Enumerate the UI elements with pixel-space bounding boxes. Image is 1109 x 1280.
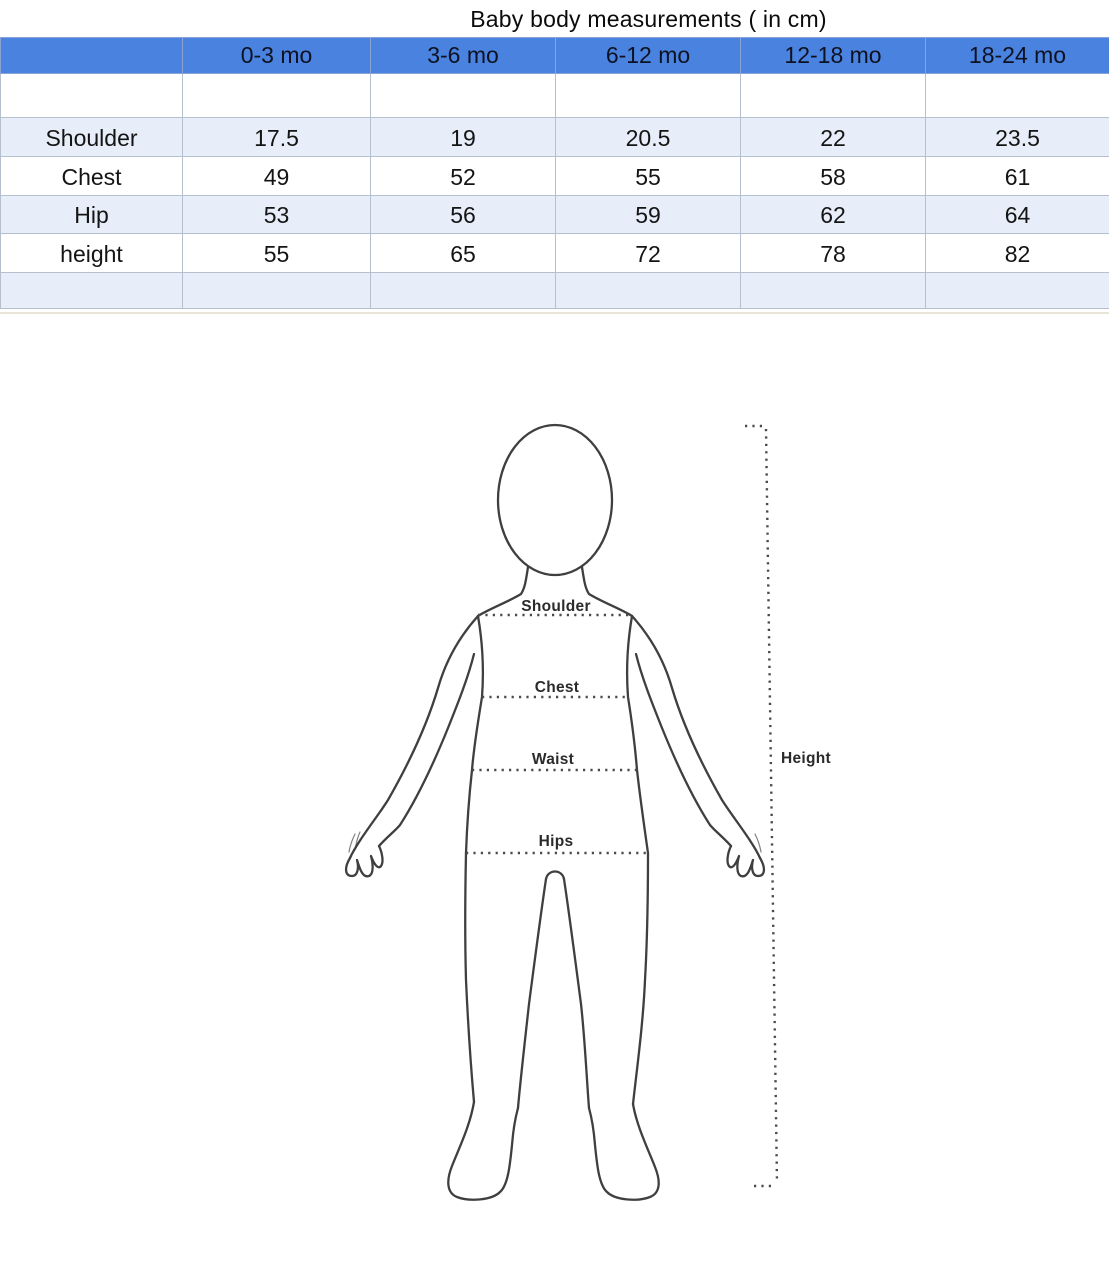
cell: 53 [182, 195, 371, 234]
cell [555, 272, 741, 309]
table-bottom-rule [0, 312, 1109, 314]
header-cell-12-18mo: 12-18 mo [740, 37, 926, 74]
cell [0, 272, 183, 309]
cell: 22 [740, 117, 926, 157]
cell: 55 [182, 233, 371, 273]
figure-arm-right-outer [630, 614, 762, 860]
cell: 64 [925, 195, 1109, 234]
cell [555, 73, 741, 118]
figure-arm-left-inner [377, 652, 476, 848]
cell: 78 [740, 233, 926, 273]
cell: 52 [370, 156, 556, 196]
height-measure-line [764, 428, 779, 1184]
cell [0, 73, 183, 118]
cell [182, 73, 371, 118]
cell: 17.5 [182, 117, 371, 157]
header-cell-blank [0, 37, 183, 74]
figure-foot-right [587, 1102, 660, 1201]
table-row-empty-top [0, 73, 1109, 118]
header-cell-0-3mo: 0-3 mo [182, 37, 371, 74]
figure-neck-shoulder-left [476, 565, 530, 618]
row-label: Shoulder [0, 117, 183, 157]
measurements-table: 0-3 mo 3-6 mo 6-12 mo 12-18 mo 18-24 mo … [0, 37, 1109, 309]
waist-label: Waist [532, 751, 574, 768]
cell [182, 272, 371, 309]
figure-leg-left-inner [516, 877, 548, 1110]
row-label: Chest [0, 156, 183, 196]
cell [925, 73, 1109, 118]
measurement-annotations: Shoulder Chest Waist Hips Height [466, 424, 831, 1188]
row-label: Hip [0, 195, 183, 234]
page-title: Baby body measurements ( in cm) [470, 6, 827, 32]
figure-arm-left-outer [348, 614, 480, 860]
figure-neck-shoulder-right [580, 565, 634, 618]
cell: 65 [370, 233, 556, 273]
cell: 55 [555, 156, 741, 196]
figure-torso-right [625, 614, 650, 855]
figure-torso-left [464, 614, 485, 855]
cell: 59 [555, 195, 741, 234]
cell: 19 [370, 117, 556, 157]
cell: 61 [925, 156, 1109, 196]
figure-hand-left-finger-lines [348, 831, 361, 853]
figure-hand-right-finger-lines [754, 833, 762, 853]
figure-leg-left-outer [464, 851, 476, 1104]
table-row-height: height 55 65 72 78 82 [0, 233, 1109, 273]
cell: 62 [740, 195, 926, 234]
figure-leg-right-inner [562, 877, 591, 1110]
figure-foot-left [447, 1100, 520, 1201]
cell [925, 272, 1109, 309]
chest-label: Chest [535, 679, 580, 696]
figure-head [496, 423, 614, 577]
header-cell-6-12mo: 6-12 mo [555, 37, 741, 74]
height-label: Height [781, 750, 831, 767]
table-row-empty-bottom [0, 272, 1109, 309]
figure-arm-right-inner [634, 652, 733, 848]
cell [370, 73, 556, 118]
table-row-shoulder: Shoulder 17.5 19 20.5 22 23.5 [0, 117, 1109, 157]
hips-label: Hips [539, 833, 574, 850]
table-row-hip: Hip 53 56 59 62 64 [0, 195, 1109, 234]
shoulder-label: Shoulder [521, 598, 591, 615]
row-label: height [0, 233, 183, 273]
cell: 82 [925, 233, 1109, 273]
table-row-chest: Chest 49 52 55 58 61 [0, 156, 1109, 196]
cell [370, 272, 556, 309]
figure-leg-right-outer [631, 851, 650, 1106]
table-header-row: 0-3 mo 3-6 mo 6-12 mo 12-18 mo 18-24 mo [0, 37, 1109, 74]
cell: 72 [555, 233, 741, 273]
header-cell-18-24mo: 18-24 mo [925, 37, 1109, 74]
figure-crotch [544, 870, 566, 881]
figure-outline [344, 423, 766, 1201]
figure-hand-left [344, 844, 384, 878]
figure-hand-right [726, 844, 766, 878]
cell: 56 [370, 195, 556, 234]
